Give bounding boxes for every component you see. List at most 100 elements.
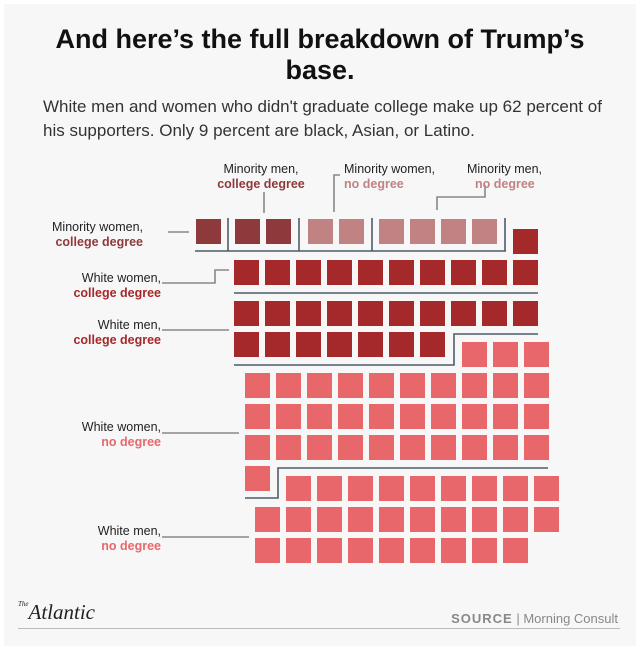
label-white-women-no-degree: White women, no degree <box>82 420 161 450</box>
label-group: White women, <box>81 271 161 285</box>
waffle-square <box>235 219 260 244</box>
source-label: SOURCE <box>451 611 513 626</box>
label-group: Minority men, <box>223 162 299 176</box>
waffle-square <box>513 301 538 326</box>
leader-line <box>436 185 486 210</box>
waffle-square <box>245 373 270 398</box>
source-name: Morning Consult <box>523 611 618 626</box>
waffle-square <box>379 476 404 501</box>
waffle-square <box>276 373 301 398</box>
leader-line <box>333 174 340 212</box>
waffle-square <box>327 332 352 357</box>
label-white-men-college: White men, college degree <box>73 318 161 348</box>
waffle-square <box>276 435 301 460</box>
logo-prefix: The <box>18 600 29 608</box>
waffle-square <box>472 507 497 532</box>
waffle-square <box>358 332 383 357</box>
waffle-square <box>317 507 342 532</box>
waffle-square <box>358 301 383 326</box>
waffle-square <box>513 229 538 254</box>
waffle-square <box>503 507 528 532</box>
waffle-square <box>286 507 311 532</box>
waffle-square <box>524 435 549 460</box>
waffle-square <box>348 476 373 501</box>
waffle-square <box>308 219 333 244</box>
label-education: no degree <box>475 177 535 191</box>
waffle-square <box>379 219 404 244</box>
waffle-square <box>339 219 364 244</box>
label-minority-men-college: Minority men, college degree <box>201 162 321 192</box>
footer-divider <box>18 628 620 629</box>
waffle-square <box>234 260 259 285</box>
label-minority-women-no-degree: Minority women, no degree <box>344 162 435 192</box>
label-group: White women, <box>81 420 161 434</box>
waffle-square <box>410 476 435 501</box>
atlantic-logo: TheAtlantic <box>18 600 95 625</box>
waffle-square <box>245 466 270 491</box>
label-minority-men-no-degree: Minority men, no degree <box>467 162 542 192</box>
source-separator: | <box>512 611 524 626</box>
waffle-square <box>338 404 363 429</box>
waffle-square <box>286 538 311 563</box>
waffle-square <box>327 301 352 326</box>
leader-line <box>162 269 229 284</box>
waffle-square <box>482 260 507 285</box>
waffle-square <box>196 219 221 244</box>
label-group: Minority women, <box>52 220 143 234</box>
waffle-square <box>462 404 487 429</box>
waffle-square <box>513 260 538 285</box>
waffle-square <box>524 342 549 367</box>
waffle-square <box>296 301 321 326</box>
waffle-square <box>317 476 342 501</box>
waffle-square <box>462 373 487 398</box>
group-divider <box>245 467 548 499</box>
waffle-square <box>379 507 404 532</box>
label-education: no degree <box>101 435 161 449</box>
waffle-square <box>534 507 559 532</box>
waffle-square <box>472 538 497 563</box>
waffle-square <box>431 435 456 460</box>
waffle-square <box>307 404 332 429</box>
waffle-square <box>493 435 518 460</box>
waffle-square <box>369 373 394 398</box>
waffle-square <box>307 435 332 460</box>
waffle-square <box>245 404 270 429</box>
waffle-square <box>482 301 507 326</box>
waffle-square <box>420 301 445 326</box>
label-minority-women-college: Minority women, college degree <box>52 220 143 250</box>
waffle-square <box>451 301 476 326</box>
waffle-square <box>245 435 270 460</box>
waffle-square <box>265 332 290 357</box>
label-group: White men, <box>97 318 161 332</box>
waffle-square <box>493 373 518 398</box>
label-group: Minority men, <box>467 162 543 176</box>
waffle-square <box>348 538 373 563</box>
waffle-square <box>400 373 425 398</box>
waffle-square <box>307 373 332 398</box>
waffle-square <box>410 538 435 563</box>
source-credit: SOURCE | Morning Consult <box>451 611 618 626</box>
waffle-square <box>389 301 414 326</box>
waffle-square <box>358 260 383 285</box>
waffle-square <box>524 404 549 429</box>
waffle-square <box>431 373 456 398</box>
label-education: college degree <box>55 235 143 249</box>
waffle-square <box>451 260 476 285</box>
label-white-men-no-degree: White men, no degree <box>98 524 161 554</box>
waffle-square <box>348 507 373 532</box>
chart-subtitle: White men and women who didn't graduate … <box>43 97 602 140</box>
waffle-square <box>524 373 549 398</box>
waffle-square <box>503 538 528 563</box>
chart-title: And here’s the full breakdown of Trump’s… <box>55 24 585 85</box>
waffle-square <box>441 219 466 244</box>
waffle-square <box>379 538 404 563</box>
waffle-square <box>472 219 497 244</box>
waffle-square <box>462 342 487 367</box>
waffle-square <box>296 260 321 285</box>
waffle-square <box>255 507 280 532</box>
waffle-square <box>410 219 435 244</box>
waffle-square <box>369 435 394 460</box>
label-group: Minority women, <box>344 162 435 176</box>
label-education: college degree <box>73 333 161 347</box>
